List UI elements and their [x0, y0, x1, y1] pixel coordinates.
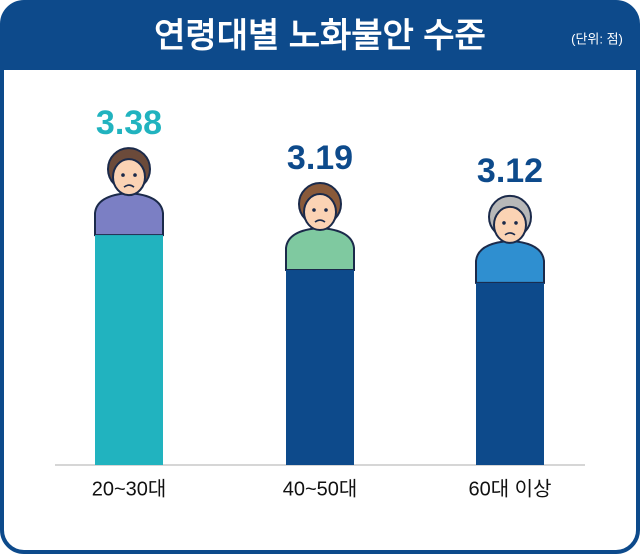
person-mouth [123, 184, 135, 188]
person-body [285, 227, 355, 272]
x-tick-label: 20~30대 [92, 477, 167, 500]
person-eye [312, 208, 316, 212]
value-label: 3.19 [287, 139, 353, 177]
value-label: 3.12 [477, 152, 543, 190]
person-face [493, 205, 527, 244]
person-eye [133, 173, 137, 177]
person-face [303, 193, 337, 232]
person-eye [514, 221, 518, 225]
bar [476, 282, 544, 465]
person-mouth [504, 232, 516, 236]
x-tick-label: 60대 이상 [468, 477, 551, 500]
bar [286, 270, 354, 465]
person-body [475, 239, 545, 284]
bar [95, 235, 163, 465]
unit-label: (단위: 점) [571, 31, 623, 46]
person-eye [121, 173, 125, 177]
person-mouth [314, 219, 326, 223]
person-face [112, 158, 146, 197]
person-body [94, 192, 164, 237]
header-band [2, 2, 638, 70]
value-label: 3.38 [96, 104, 162, 142]
person-eye [502, 221, 506, 225]
chart-title: 연령대별 노화불안 수준 [154, 17, 486, 55]
person-eye [324, 208, 328, 212]
x-tick-label: 40~50대 [283, 477, 358, 500]
